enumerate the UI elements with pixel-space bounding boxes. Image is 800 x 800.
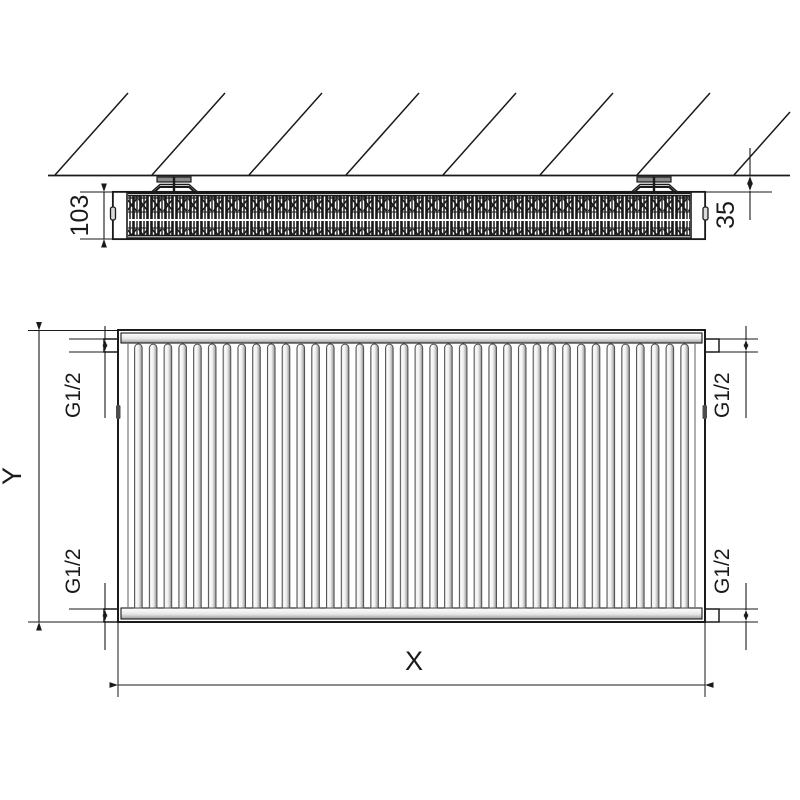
- radiator-section-body: [109, 190, 709, 241]
- convector-fin: [621, 343, 630, 609]
- bottom-edge-band: [120, 607, 703, 620]
- convector-fin: [532, 343, 542, 609]
- convector-fin: [207, 343, 217, 609]
- convector-fin: [399, 343, 409, 609]
- wall-bracket-left: [151, 176, 198, 195]
- convector-fin: [385, 343, 394, 609]
- section-side-grille-right: [702, 206, 709, 221]
- connection-label-top-right: G1/2: [711, 326, 758, 418]
- wall-bracket-right: [631, 176, 678, 195]
- front-convector-fins: [134, 343, 689, 609]
- bl-connection-label: G1/2: [62, 548, 85, 594]
- convector-fin: [665, 343, 675, 609]
- wall: [48, 92, 791, 177]
- height-dim-label: Y: [0, 467, 27, 485]
- convector-fin: [281, 343, 291, 609]
- convector-fin: [636, 343, 645, 609]
- convector-fin: [148, 343, 158, 609]
- convector-fin: [193, 343, 202, 609]
- convector-fin: [252, 343, 261, 609]
- top-grille-band: [120, 332, 703, 344]
- convector-fin: [458, 343, 468, 609]
- side-grille-tab-left: [116, 405, 121, 419]
- convector-fin: [326, 343, 335, 609]
- side-grille-tab-right: [702, 405, 707, 419]
- convector-fin: [517, 343, 527, 609]
- convector-fin: [163, 343, 173, 609]
- convector-fin: [547, 343, 557, 609]
- front-view-outline: [117, 329, 706, 623]
- convector-fin: [340, 343, 350, 609]
- convector-fin: [444, 343, 453, 609]
- convector-fin: [429, 343, 438, 609]
- convector-fin: [503, 343, 512, 609]
- convector-fin: [266, 343, 276, 609]
- convector-fin: [562, 343, 571, 609]
- convector-fin: [576, 343, 586, 609]
- connection-label-bottom-right: G1/2: [711, 548, 758, 650]
- section-side-grille-left: [109, 206, 117, 221]
- convector-fin: [237, 343, 247, 609]
- convector-fin: [296, 343, 306, 609]
- wall-hatching: [54, 92, 791, 176]
- convector-fin: [488, 343, 497, 609]
- front-elevation-view: X Y G1/2 G1/2: [0, 322, 758, 697]
- top-cross-section-view: 103 35: [48, 92, 791, 248]
- convector-fin: [178, 343, 187, 609]
- connection-label-top-left: G1/2: [62, 326, 108, 418]
- depth-dim-label: 103: [66, 195, 94, 237]
- dimension-wall-gap-35: 35: [705, 148, 790, 229]
- convector-fin: [134, 343, 143, 609]
- convector-fin: [370, 343, 379, 609]
- dimension-depth-103: 103: [66, 183, 113, 248]
- connection-label-bottom-left: G1/2: [62, 548, 108, 650]
- section-convector-fins: [128, 195, 690, 236]
- tr-connection-label: G1/2: [711, 372, 734, 418]
- tl-connection-label: G1/2: [62, 372, 85, 418]
- convector-fin: [311, 343, 320, 609]
- convector-fin: [680, 343, 689, 609]
- convector-fin: [473, 343, 483, 609]
- width-dim-label: X: [405, 646, 423, 676]
- convector-fin: [591, 343, 601, 609]
- convector-fin: [222, 343, 232, 609]
- gap-dim-label: 35: [712, 201, 740, 229]
- convector-fin: [414, 343, 424, 609]
- dimension-width-X: X: [109, 622, 714, 697]
- convector-fin: [650, 343, 660, 609]
- convector-fin: [355, 343, 365, 609]
- convector-fin: [606, 343, 616, 609]
- br-connection-label: G1/2: [711, 548, 734, 594]
